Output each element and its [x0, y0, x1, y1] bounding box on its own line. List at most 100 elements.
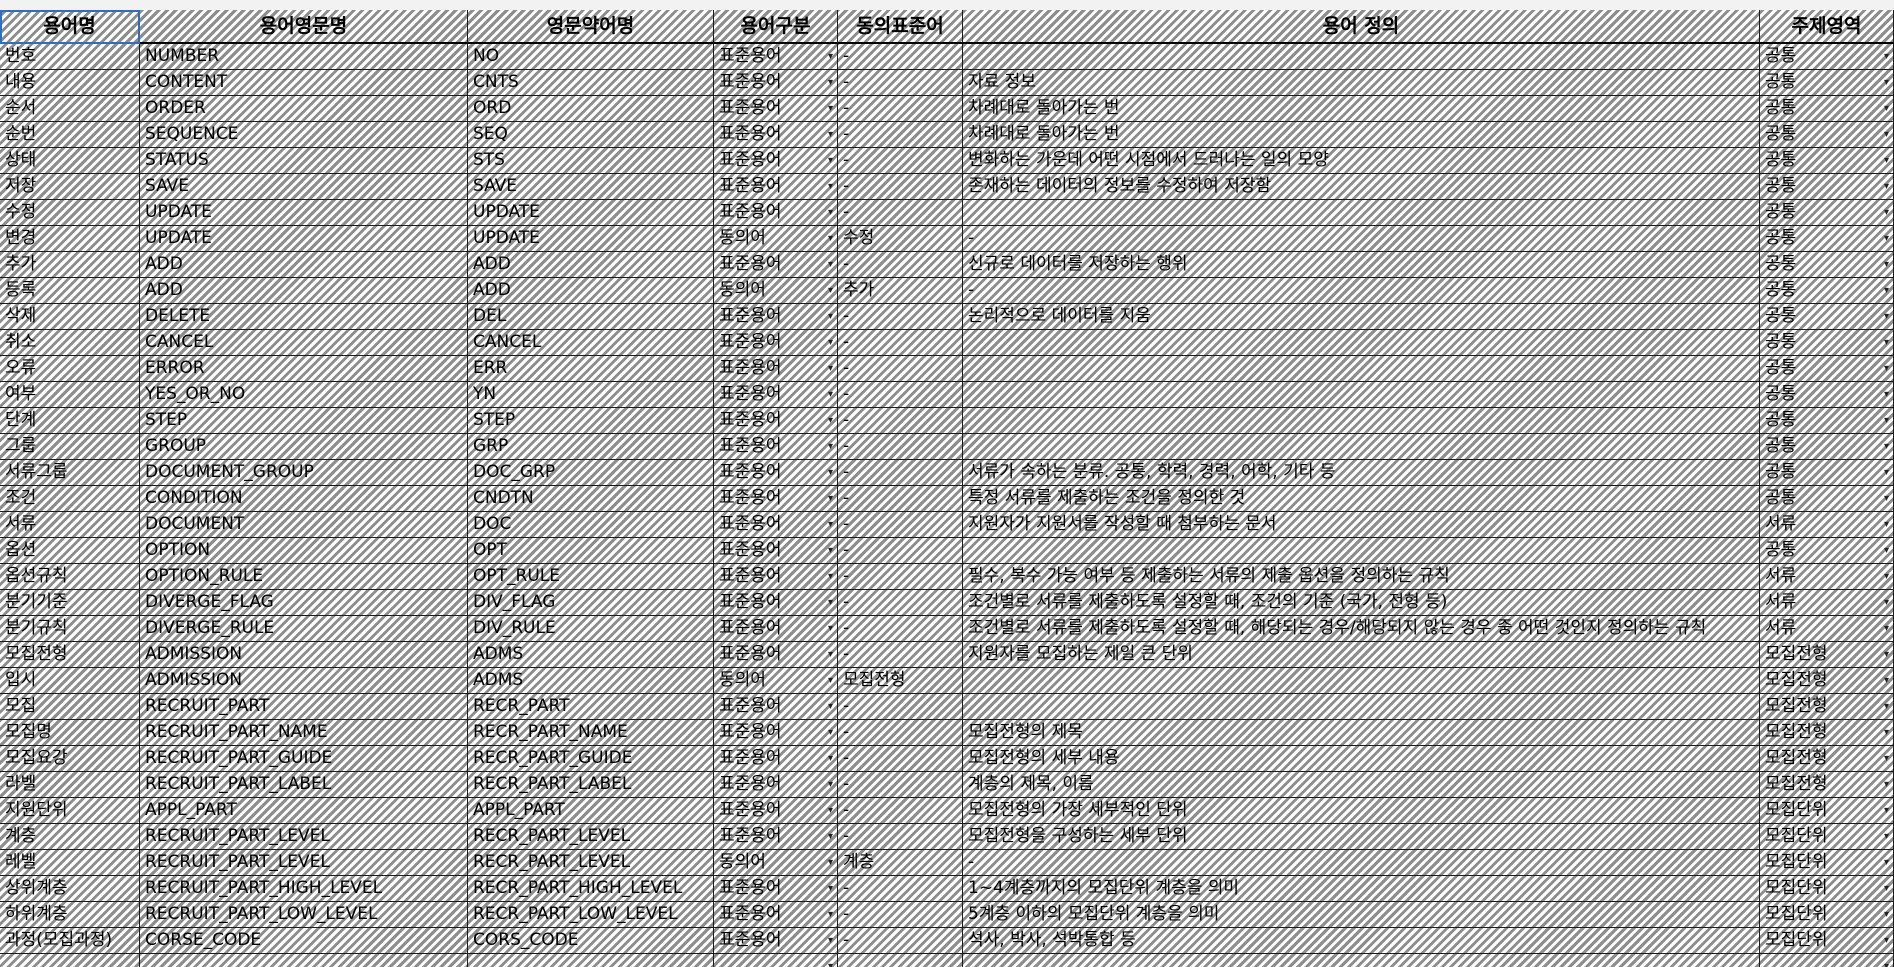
cell-english-name[interactable]: ADD [140, 252, 468, 278]
cell-term-type[interactable]: 표준용어 ▾ [714, 486, 838, 512]
header-abbreviation[interactable]: 영문약어명 [468, 10, 714, 44]
cell-term-name[interactable]: 입시 [0, 668, 140, 694]
chevron-down-icon[interactable]: ▾ [1883, 961, 1889, 967]
cell-term-name[interactable]: 취소 [0, 330, 140, 356]
cell-definition[interactable]: 서류가 속하는 분류. 공통, 학력, 경력, 어학, 기타 등 [963, 460, 1760, 486]
chevron-down-icon[interactable]: ▾ [1883, 519, 1889, 530]
cell-definition[interactable]: 5계층 이하의 모집단위 계층을 의미 [963, 902, 1760, 928]
cell-synonym-standard[interactable]: - [838, 200, 963, 226]
chevron-down-icon[interactable]: ▾ [1883, 831, 1889, 842]
cell-term-name[interactable]: 서류 [0, 512, 140, 538]
cell-subject-area[interactable]: 공통 ▾ [1760, 122, 1894, 148]
cell-term-name[interactable]: 과정(모집과정) [0, 928, 140, 954]
cell-term-name[interactable]: 라벨 [0, 772, 140, 798]
chevron-down-icon[interactable]: ▾ [1883, 493, 1889, 504]
cell-term-name[interactable]: 단계 [0, 408, 140, 434]
cell-subject-area[interactable]: 모집전형 ▾ [1760, 668, 1894, 694]
cell-subject-area[interactable]: 공통 ▾ [1760, 226, 1894, 252]
chevron-down-icon[interactable]: ▾ [827, 779, 833, 790]
cell-english-name[interactable]: DELETE [140, 304, 468, 330]
cell-definition[interactable] [963, 668, 1760, 694]
chevron-down-icon[interactable]: ▾ [827, 259, 833, 270]
cell-english-name[interactable]: CORSE_CODE [140, 928, 468, 954]
cell-abbreviation[interactable]: NO [468, 44, 714, 70]
cell-synonym-standard[interactable]: - [838, 720, 963, 746]
cell-term-type[interactable]: 표준용어 ▾ [714, 148, 838, 174]
cell-subject-area[interactable]: 공통 ▾ [1760, 382, 1894, 408]
cell-term-type[interactable]: 표준용어 ▾ [714, 928, 838, 954]
cell-english-name[interactable]: ADMISSION [140, 668, 468, 694]
chevron-down-icon[interactable]: ▾ [1883, 727, 1889, 738]
chevron-down-icon[interactable]: ▾ [827, 155, 833, 166]
cell-english-name[interactable]: CONTENT [140, 70, 468, 96]
chevron-down-icon[interactable]: ▾ [1883, 623, 1889, 634]
cell-synonym-standard[interactable]: - [838, 486, 963, 512]
cell-english-name[interactable]: DIVERGE_FLAG [140, 590, 468, 616]
cell-subject-area[interactable]: ▾ [1760, 954, 1894, 967]
cell-definition[interactable]: 변화하는 가운데 어떤 시점에서 드러나는 일의 모양 [963, 148, 1760, 174]
cell-abbreviation[interactable]: DIV_RULE [468, 616, 714, 642]
chevron-down-icon[interactable]: ▾ [827, 571, 833, 582]
cell-term-type[interactable]: 표준용어 ▾ [714, 460, 838, 486]
chevron-down-icon[interactable]: ▾ [1883, 571, 1889, 582]
cell-english-name[interactable]: STATUS [140, 148, 468, 174]
cell-abbreviation[interactable]: DIV_FLAG [468, 590, 714, 616]
cell-subject-area[interactable]: 모집전형 ▾ [1760, 642, 1894, 668]
cell-term-name[interactable]: 분기규칙 [0, 616, 140, 642]
cell-abbreviation[interactable]: ADD [468, 252, 714, 278]
chevron-down-icon[interactable]: ▾ [1883, 181, 1889, 192]
cell-definition[interactable]: 특정 서류를 제출하는 조건을 정의한 것 [963, 486, 1760, 512]
chevron-down-icon[interactable]: ▾ [827, 883, 833, 894]
cell-synonym-standard[interactable]: - [838, 772, 963, 798]
cell-subject-area[interactable]: 모집단위 ▾ [1760, 928, 1894, 954]
cell-synonym-standard[interactable]: - [838, 44, 963, 70]
cell-abbreviation[interactable]: CNDTN [468, 486, 714, 512]
chevron-down-icon[interactable]: ▾ [827, 623, 833, 634]
cell-term-name[interactable]: 순번 [0, 122, 140, 148]
cell-abbreviation[interactable]: CANCEL [468, 330, 714, 356]
chevron-down-icon[interactable]: ▾ [1883, 389, 1889, 400]
chevron-down-icon[interactable]: ▾ [1883, 233, 1889, 244]
chevron-down-icon[interactable]: ▾ [827, 649, 833, 660]
cell-term-type[interactable]: 표준용어 ▾ [714, 902, 838, 928]
cell-subject-area[interactable]: 공통 ▾ [1760, 44, 1894, 70]
chevron-down-icon[interactable]: ▾ [1883, 545, 1889, 556]
cell-term-type[interactable]: 표준용어 ▾ [714, 538, 838, 564]
cell-english-name[interactable]: ADD [140, 278, 468, 304]
cell-abbreviation[interactable]: ERR [468, 356, 714, 382]
chevron-down-icon[interactable]: ▾ [827, 909, 833, 920]
cell-term-type[interactable]: 표준용어 ▾ [714, 720, 838, 746]
cell-definition[interactable]: 차례대로 돌아가는 번 [963, 122, 1760, 148]
cell-definition[interactable]: - [963, 850, 1760, 876]
chevron-down-icon[interactable]: ▾ [827, 675, 833, 686]
cell-subject-area[interactable]: 모집단위 ▾ [1760, 850, 1894, 876]
cell-definition[interactable]: 논리적으로 데이터를 지움 [963, 304, 1760, 330]
cell-synonym-standard[interactable]: 계층 [838, 850, 963, 876]
cell-term-type[interactable]: 표준용어 ▾ [714, 382, 838, 408]
cell-term-type[interactable]: 표준용어 ▾ [714, 616, 838, 642]
cell-abbreviation[interactable]: ADMS [468, 642, 714, 668]
cell-definition[interactable] [963, 330, 1760, 356]
cell-term-type[interactable]: 표준용어 ▾ [714, 96, 838, 122]
cell-term-name[interactable]: 모집명 [0, 720, 140, 746]
cell-abbreviation[interactable]: SAVE [468, 174, 714, 200]
cell-definition[interactable] [963, 538, 1760, 564]
cell-subject-area[interactable]: 서류 ▾ [1760, 590, 1894, 616]
cell-term-type[interactable]: 표준용어 ▾ [714, 772, 838, 798]
cell-term-name[interactable]: 번호 [0, 44, 140, 70]
cell-english-name[interactable]: CANCEL [140, 330, 468, 356]
cell-abbreviation[interactable]: YN [468, 382, 714, 408]
cell-subject-area[interactable]: 모집전형 ▾ [1760, 746, 1894, 772]
cell-term-type[interactable]: 표준용어 ▾ [714, 798, 838, 824]
chevron-down-icon[interactable]: ▾ [1883, 701, 1889, 712]
cell-synonym-standard[interactable]: - [838, 694, 963, 720]
cell-synonym-standard[interactable]: - [838, 408, 963, 434]
cell-subject-area[interactable]: 공통 ▾ [1760, 434, 1894, 460]
chevron-down-icon[interactable]: ▾ [1883, 363, 1889, 374]
cell-term-type[interactable]: 표준용어 ▾ [714, 824, 838, 850]
cell-subject-area[interactable]: 공통 ▾ [1760, 174, 1894, 200]
chevron-down-icon[interactable]: ▾ [1883, 883, 1889, 894]
cell-term-type[interactable]: 표준용어 ▾ [714, 200, 838, 226]
cell-synonym-standard[interactable]: - [838, 382, 963, 408]
chevron-down-icon[interactable]: ▾ [827, 493, 833, 504]
